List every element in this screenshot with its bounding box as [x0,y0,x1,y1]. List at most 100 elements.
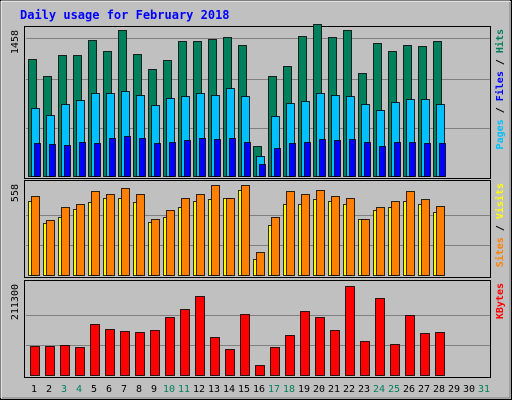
bar-kbytes-day-6 [105,329,115,376]
bar-sites-day-22 [346,198,355,276]
bar-kbytes-day-9 [150,330,160,376]
day-label-6: 6 [106,384,112,395]
bar-sites-day-28 [436,206,445,276]
day-label-12: 12 [193,384,205,395]
day-label-16: 16 [253,384,265,395]
bar-sites-day-8 [136,194,145,276]
day-label-15: 15 [238,384,250,395]
bar-pages-day-10 [169,142,176,177]
bar-sites-day-25 [391,201,400,276]
bar-pages-day-15 [244,142,251,177]
bar-sites-day-3 [61,207,70,276]
bar-kbytes-day-12 [195,296,205,376]
bar-kbytes-day-25 [390,344,400,376]
day-label-14: 14 [223,384,235,395]
y-max-label: 1458 [10,30,21,54]
bar-pages-day-23 [364,142,371,177]
legend-entry: Hits [494,29,506,53]
bar-sites-day-5 [91,191,100,276]
legend-entry: Files [494,71,506,101]
day-label-21: 21 [328,384,340,395]
bar-pages-day-14 [229,138,236,177]
bar-pages-day-13 [214,139,221,177]
day-label-24: 24 [373,384,385,395]
bar-kbytes-day-15 [240,314,250,376]
day-label-30: 30 [463,384,475,395]
bar-pages-day-22 [349,139,356,177]
bar-pages-day-1 [34,143,41,177]
bar-kbytes-day-7 [120,331,130,376]
bar-kbytes-day-11 [180,309,190,376]
bar-pages-day-26 [409,142,416,177]
bar-pages-day-9 [154,143,161,177]
bar-sites-day-21 [331,196,340,276]
day-label-20: 20 [313,384,325,395]
bar-pages-day-4 [79,142,86,177]
day-label-19: 19 [298,384,310,395]
bar-pages-day-3 [64,145,71,177]
day-label-25: 25 [388,384,400,395]
bar-sites-day-6 [106,194,115,276]
bar-kbytes-day-17 [270,347,280,376]
bars-layer [28,24,446,376]
day-label-26: 26 [403,384,415,395]
y-max-label: 211300 [10,284,21,320]
bar-kbytes-day-3 [60,345,70,376]
legend-entry: / [495,219,506,237]
bar-kbytes-day-13 [210,337,220,376]
panel-legend: KBytes [495,283,506,319]
day-label-23: 23 [358,384,370,395]
bar-sites-day-10 [166,210,175,276]
bar-pages-day-2 [49,144,56,177]
bar-pages-day-28 [439,143,446,177]
day-label-27: 27 [418,384,430,395]
bar-kbytes-day-22 [345,286,355,376]
bar-sites-day-12 [196,194,205,276]
bar-kbytes-day-4 [75,347,85,376]
bar-pages-day-17 [274,148,281,177]
legend-entry: / [495,53,506,71]
day-label-2: 2 [46,384,52,395]
day-label-7: 7 [121,384,127,395]
bar-sites-day-2 [46,220,55,276]
bar-pages-day-19 [304,142,311,177]
bar-pages-day-8 [139,138,146,177]
bar-sites-day-19 [301,194,310,276]
bar-kbytes-day-21 [330,330,340,376]
day-label-9: 9 [151,384,157,395]
bar-pages-day-25 [394,142,401,177]
legend-entry: Sites [494,237,506,267]
day-label-29: 29 [448,384,460,395]
day-label-17: 17 [268,384,280,395]
bar-kbytes-day-1 [30,346,40,376]
bar-kbytes-day-28 [435,332,445,376]
day-label-13: 13 [208,384,220,395]
bar-pages-day-5 [94,143,101,177]
bar-sites-day-23 [361,219,370,276]
bar-pages-day-16 [259,164,266,177]
bar-sites-day-27 [421,199,430,276]
bar-sites-day-4 [76,204,85,276]
day-label-18: 18 [283,384,295,395]
bar-pages-day-24 [379,146,386,177]
day-label-3: 3 [61,384,67,395]
bar-pages-day-11 [184,140,191,177]
bar-kbytes-day-5 [90,324,100,376]
bar-sites-day-13 [211,185,220,276]
bar-sites-day-17 [271,217,280,276]
bar-sites-day-18 [286,191,295,276]
day-label-11: 11 [178,384,190,395]
panel-legend: Pages / Files / Hits [494,29,506,149]
bar-pages-day-6 [109,138,116,177]
bar-pages-day-7 [124,136,131,177]
bar-sites-day-26 [406,191,415,276]
panel-legend: Sites / Visits [494,183,506,267]
bar-kbytes-day-20 [315,317,325,376]
day-label-1: 1 [31,384,37,395]
chart-title: Daily usage for February 2018 [20,8,230,22]
bar-kbytes-day-23 [360,341,370,376]
bar-kbytes-day-2 [45,346,55,376]
bar-kbytes-day-19 [300,311,310,376]
